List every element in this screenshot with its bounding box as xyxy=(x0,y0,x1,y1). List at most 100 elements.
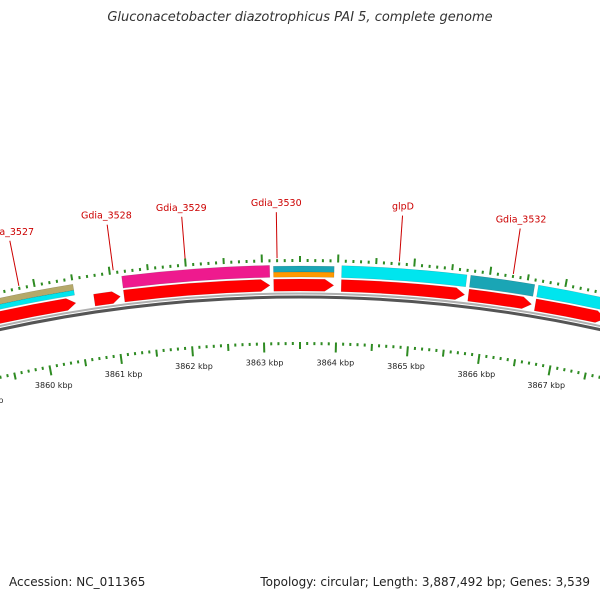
topology-text: Topology: circular; Length: 3,887,492 bp… xyxy=(260,575,590,589)
gene-leader-line xyxy=(275,212,278,259)
inner-tick xyxy=(191,346,194,357)
feature-band xyxy=(469,275,536,297)
gene-leader-line xyxy=(9,240,20,286)
inner-tick xyxy=(441,349,445,357)
outer-tick xyxy=(25,285,29,289)
outer-tick xyxy=(184,258,187,267)
outer-tick xyxy=(413,258,416,267)
feature-tracks xyxy=(0,265,600,324)
gene-leader-line xyxy=(106,224,114,271)
scale-label: 3863 kbp xyxy=(246,358,284,367)
inner-tick xyxy=(583,372,587,380)
outer-tick xyxy=(146,264,149,271)
scale-label: 3866 kbp xyxy=(458,370,496,379)
gene-label: Gdia_3532 xyxy=(496,215,547,226)
cds-arrow xyxy=(467,288,532,309)
outer-tick xyxy=(107,266,111,275)
inner-tick xyxy=(41,366,44,370)
outer-tick xyxy=(579,286,582,290)
inner-tick xyxy=(20,370,23,375)
gene-label: Gdia_3527 xyxy=(0,227,34,238)
inner-tick xyxy=(477,353,481,365)
inner-tick xyxy=(547,365,552,376)
inner-tick xyxy=(62,362,66,367)
outer-tick xyxy=(489,266,493,275)
map-title: Gluconacetobacter diazotrophicus PAI 5, … xyxy=(107,10,493,25)
feature-band xyxy=(273,265,335,273)
backbone-inner-line xyxy=(0,292,600,328)
scale-label: 3867 kbp xyxy=(527,381,565,390)
scale-label: 3860 kbp xyxy=(35,381,73,390)
scale-label: 3862 kbp xyxy=(175,362,213,371)
gene-leader-line xyxy=(512,228,521,275)
outer-tick xyxy=(549,280,552,285)
feature-band xyxy=(341,265,468,287)
inner-tick xyxy=(27,369,30,373)
outer-tick xyxy=(32,278,36,288)
outer-tick xyxy=(48,280,51,285)
scale-label: 3859 kbp xyxy=(0,396,3,405)
gene-label: glpD xyxy=(392,202,414,213)
inner-tick xyxy=(55,363,59,368)
inner-tick xyxy=(69,361,73,365)
backbone-arc xyxy=(0,292,600,332)
feature-band xyxy=(273,271,335,278)
cds-arrow xyxy=(0,298,77,324)
inner-tick xyxy=(48,365,53,376)
scale-label: 3864 kbp xyxy=(317,358,355,367)
inner-tick xyxy=(6,373,9,378)
feature-band xyxy=(0,289,75,310)
inner-tick xyxy=(577,370,580,375)
inner-tick xyxy=(512,359,517,367)
feature-band xyxy=(121,265,271,289)
outer-tick xyxy=(40,282,44,286)
outer-tick xyxy=(586,288,590,292)
inner-tick xyxy=(534,362,538,367)
cds-arrow xyxy=(93,291,121,307)
scale-ticks xyxy=(0,254,600,380)
gene-label: Gdia_3530 xyxy=(251,198,302,209)
outer-tick xyxy=(3,289,6,294)
inner-tick xyxy=(34,368,37,372)
gene-label: Gdia_3529 xyxy=(156,203,207,214)
outer-tick xyxy=(10,288,14,292)
inner-tick xyxy=(83,359,88,367)
scale-labels: 3859 kbp 3860 kbp 3861 kbp 3862 kbp 3863 kbp… xyxy=(0,358,565,405)
inner-tick xyxy=(13,372,17,380)
gene-leader-line xyxy=(398,215,404,262)
inner-tick xyxy=(541,363,545,368)
outer-tick xyxy=(451,264,454,271)
inner-tick xyxy=(591,373,594,378)
inner-tick xyxy=(119,353,123,365)
inner-tick xyxy=(0,375,2,379)
outer-tick xyxy=(18,286,21,290)
gene-label-leaders xyxy=(9,212,521,286)
cds-arrow xyxy=(534,298,600,323)
gene-label: Gdia_3528 xyxy=(81,211,132,222)
outer-tick xyxy=(541,279,545,283)
feature-band xyxy=(536,284,600,310)
outer-tick xyxy=(564,278,568,288)
gene-leader-line xyxy=(181,216,186,263)
outer-tick xyxy=(556,282,560,286)
inner-tick xyxy=(556,366,559,370)
outer-tick xyxy=(571,285,575,289)
gene-labels: Gdia_3527 Gdia_3528 Gdia_3529 Gdia_3530 glpD… xyxy=(0,198,546,238)
outer-tick xyxy=(55,279,59,283)
inner-tick xyxy=(155,349,159,357)
outer-tick xyxy=(594,289,597,294)
inner-tick xyxy=(563,368,566,372)
cds-arrow xyxy=(273,278,335,292)
accession-text: Accession: NC_011365 xyxy=(9,575,146,589)
scale-label: 3865 kbp xyxy=(387,362,425,371)
inner-tick xyxy=(527,361,531,365)
outer-tick xyxy=(526,274,530,281)
scale-label: 3861 kbp xyxy=(105,370,143,379)
outer-tick xyxy=(70,274,74,281)
cds-arrow xyxy=(123,279,271,303)
feature-band xyxy=(0,284,75,305)
inner-tick xyxy=(570,369,573,373)
cds-arrow xyxy=(340,279,466,300)
inner-tick xyxy=(406,346,409,357)
